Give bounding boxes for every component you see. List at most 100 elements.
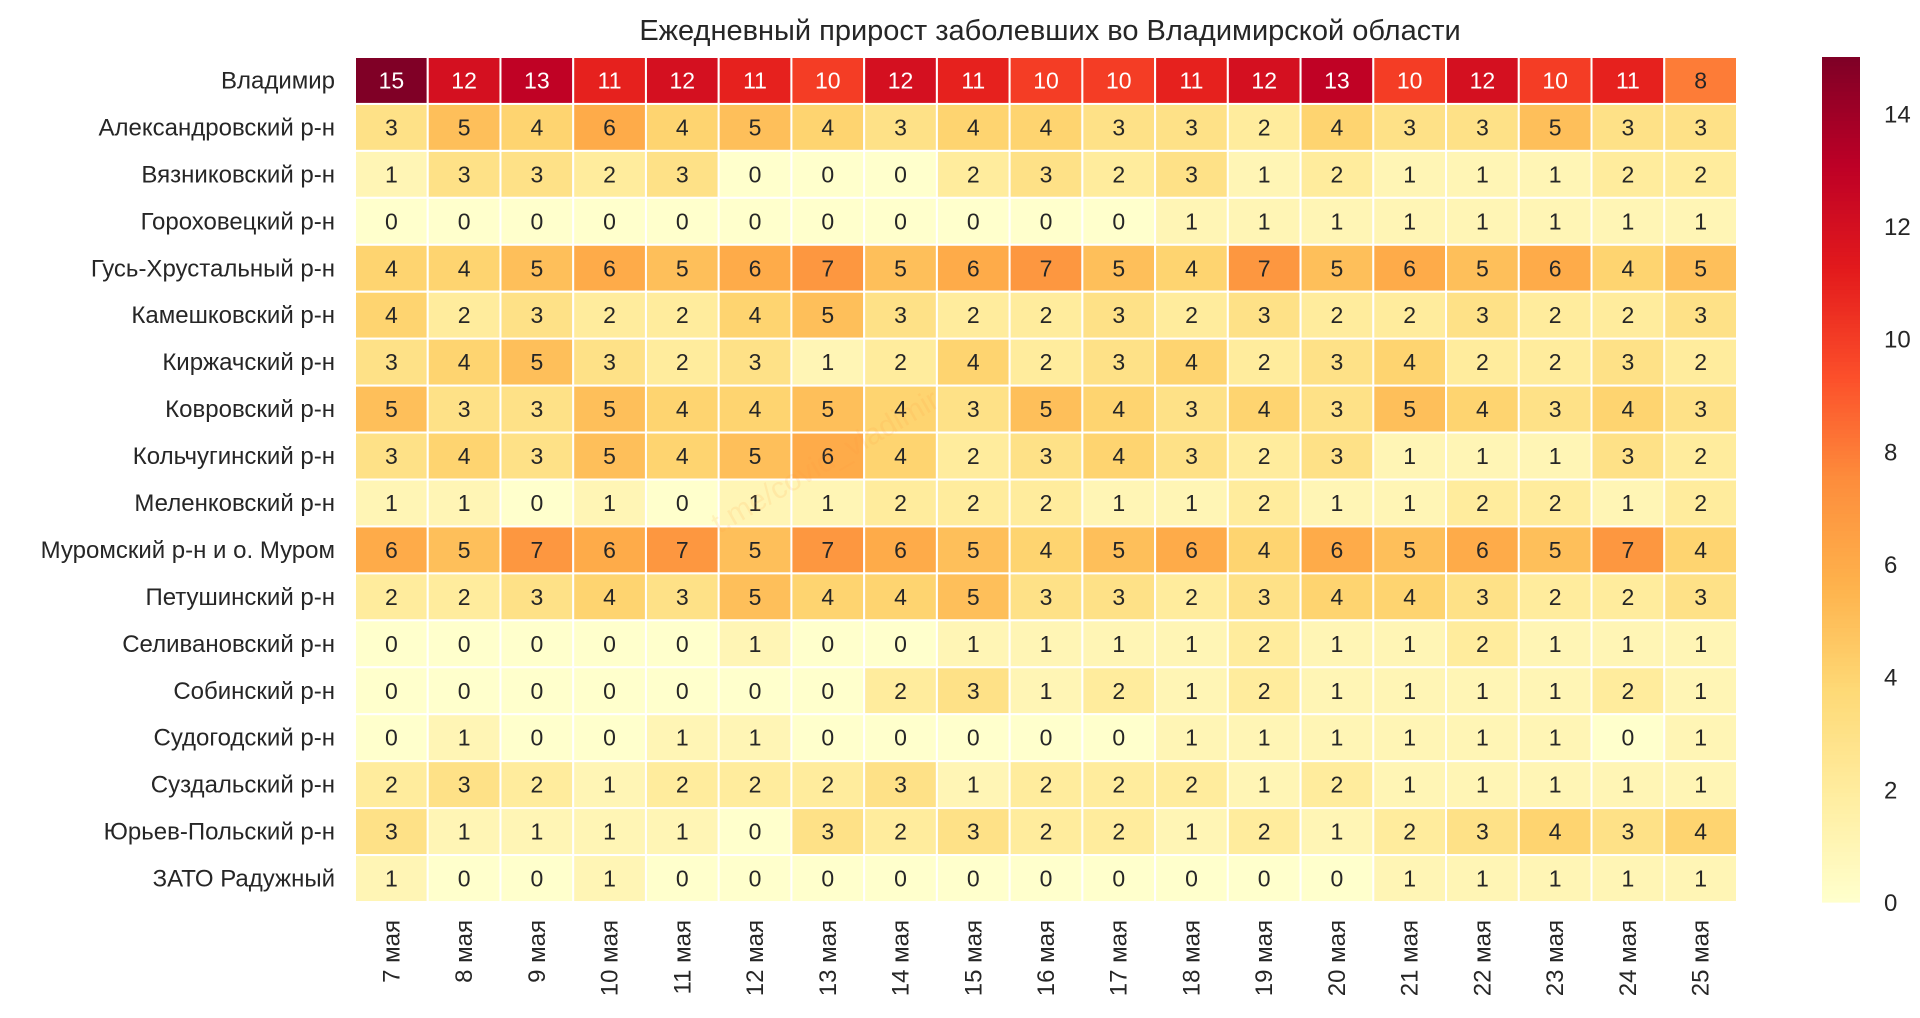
cell-value-label: 1 <box>458 725 471 751</box>
colorbar-segment <box>1822 779 1860 785</box>
heatmap-cell <box>499 666 575 716</box>
heatmap-cell <box>354 666 429 716</box>
cell-value-label: 1 <box>1694 208 1707 234</box>
heatmap-cell <box>499 243 575 293</box>
heatmap-cell <box>1372 619 1448 669</box>
heatmap-cell <box>1445 666 1520 716</box>
heatmap-cell <box>354 290 429 340</box>
heatmap-cell <box>863 431 938 481</box>
colorbar-segment <box>1822 602 1860 607</box>
cell-value-label: 3 <box>385 819 398 845</box>
colorbar-segment <box>1822 103 1860 109</box>
column-label: 16 мая <box>1033 920 1060 996</box>
colorbar-segment <box>1822 403 1860 409</box>
cell-value-label: 7 <box>1040 255 1053 281</box>
colorbar-segment <box>1822 335 1860 341</box>
cell-value-label: 1 <box>1476 772 1489 798</box>
cell-value-label: 1 <box>1549 678 1562 704</box>
cell-value-label: 1 <box>1549 631 1562 657</box>
cell-value-label: 4 <box>1621 255 1634 281</box>
cell-value-label: 1 <box>749 725 762 751</box>
colorbar-segment <box>1822 361 1860 367</box>
chart-title: Ежедневный прирост заболевших во Владими… <box>639 15 1460 47</box>
colorbar-segment <box>1822 133 1860 138</box>
colorbar-segment <box>1822 589 1860 595</box>
cell-value-label: 3 <box>1694 302 1707 328</box>
cell-value-label: 1 <box>603 819 616 845</box>
heatmap-cell <box>717 290 793 340</box>
heatmap-cell <box>572 713 647 763</box>
heatmap-cell <box>1372 572 1448 622</box>
heatmap-cell <box>1299 478 1375 528</box>
heatmap-cell <box>1590 56 1666 105</box>
colorbar-segment <box>1822 234 1860 240</box>
colorbar-segment <box>1822 606 1860 612</box>
colorbar-segment <box>1822 221 1860 227</box>
cell-value-label: 0 <box>821 208 834 234</box>
heatmap-cell <box>1372 384 1448 434</box>
heatmap-cell <box>1008 619 1084 669</box>
cell-value-label: 2 <box>1694 349 1707 375</box>
cell-value-label: 12 <box>670 67 696 93</box>
colorbar-segment <box>1822 445 1860 451</box>
cell-value-label: 3 <box>1694 396 1707 422</box>
cell-value-label: 0 <box>749 866 762 892</box>
colorbar-tick-label: 12 <box>1884 214 1911 241</box>
cell-value-label: 6 <box>603 255 616 281</box>
cell-value-label: 3 <box>1621 349 1634 375</box>
cell-value-label: 3 <box>1112 114 1125 140</box>
colorbar-segment <box>1822 378 1860 383</box>
cell-value-label: 5 <box>603 443 616 469</box>
heatmap-cell <box>1445 431 1520 481</box>
cell-value-label: 1 <box>1403 161 1416 187</box>
cell-value-label: 1 <box>1476 443 1489 469</box>
cell-value-label: 2 <box>1621 584 1634 610</box>
heatmap-cell <box>572 243 647 293</box>
cell-value-label: 1 <box>1694 725 1707 751</box>
cell-value-label: 4 <box>1258 537 1271 563</box>
heatmap-cell <box>1226 713 1302 763</box>
heatmap-cell <box>717 713 793 763</box>
heatmap-cell <box>572 666 647 716</box>
cell-value-label: 5 <box>1549 537 1562 563</box>
colorbar-tick-label: 6 <box>1884 552 1897 579</box>
colorbar-segment <box>1822 509 1860 514</box>
heatmap-cell <box>1445 525 1520 575</box>
cell-value-label: 11 <box>961 67 985 93</box>
cell-value-label: 2 <box>676 302 689 328</box>
heatmap-cell <box>426 760 502 810</box>
heatmap-cell <box>1663 478 1739 528</box>
column-label: 20 мая <box>1324 920 1351 996</box>
column-label: 8 мая <box>451 920 478 983</box>
cell-value-label: 7 <box>821 537 834 563</box>
cell-value-label: 0 <box>676 208 689 234</box>
colorbar-segment <box>1822 771 1860 776</box>
heatmap-cell <box>1154 807 1229 857</box>
colorbar-segment <box>1822 141 1860 147</box>
cell-value-label: 2 <box>1403 302 1416 328</box>
heatmap-cell <box>354 56 429 105</box>
heatmap-cell <box>1081 713 1157 763</box>
heatmap-cell <box>1663 760 1739 810</box>
colorbar-segment <box>1822 116 1860 121</box>
cell-value-label: 1 <box>603 866 616 892</box>
cell-value-label: 1 <box>1403 631 1416 657</box>
cell-value-label: 2 <box>676 349 689 375</box>
cell-value-label: 2 <box>1476 490 1489 516</box>
colorbar-segment <box>1822 471 1860 476</box>
cell-value-label: 4 <box>1040 114 1053 140</box>
colorbar-segment <box>1822 247 1860 252</box>
column-label: 25 мая <box>1688 920 1715 996</box>
row-label: Петушинский р-н <box>145 584 335 611</box>
cell-value-label: 5 <box>749 537 762 563</box>
cell-value-label: 4 <box>458 255 471 281</box>
cell-value-label: 6 <box>1549 255 1562 281</box>
heatmap-cell <box>1663 713 1739 763</box>
cell-value-label: 5 <box>1403 537 1416 563</box>
colorbar-segment <box>1822 885 1860 890</box>
colorbar-segment <box>1822 95 1860 100</box>
colorbar-segment <box>1822 390 1860 396</box>
colorbar-segment <box>1822 618 1860 624</box>
colorbar-segment <box>1822 365 1860 371</box>
